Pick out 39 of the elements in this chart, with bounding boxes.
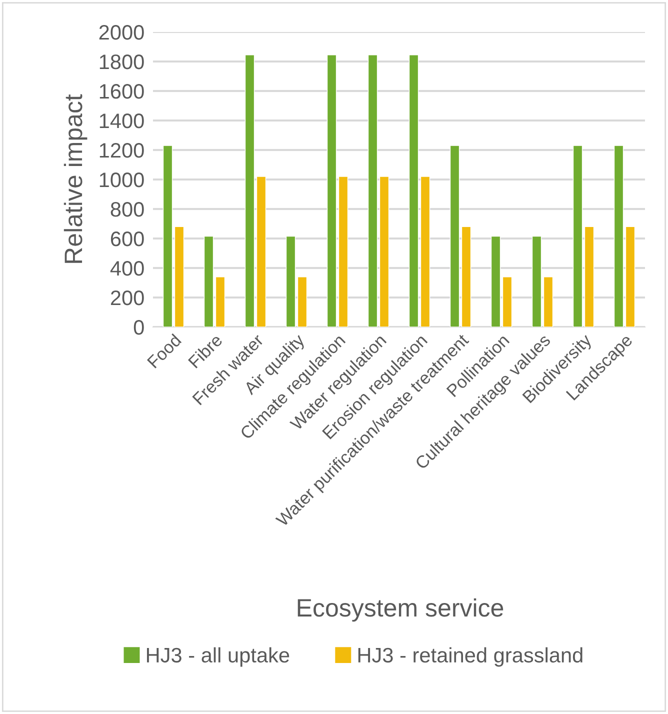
bar — [162, 145, 173, 327]
y-tick-label: 1000 — [100, 172, 144, 188]
legend-label: HJ3 - all uptake — [146, 647, 290, 667]
x-axis-title: Ecosystem service — [298, 598, 504, 622]
bar — [584, 226, 594, 327]
bar — [532, 236, 542, 327]
y-axis-title: Relative impact — [64, 94, 88, 263]
bar — [543, 276, 554, 327]
y-tick-label: 1800 — [100, 54, 144, 70]
bar — [490, 236, 501, 327]
bar — [379, 176, 390, 327]
bar — [408, 54, 419, 327]
y-tick-label: 600 — [110, 232, 144, 246]
bar — [461, 226, 472, 327]
bar — [368, 54, 378, 327]
bar — [215, 276, 226, 327]
bar — [338, 176, 348, 327]
bar — [326, 54, 337, 327]
y-tick-label: 800 — [110, 202, 144, 217]
bar — [244, 54, 255, 327]
bar — [502, 276, 512, 327]
y-tick-label: 1200 — [100, 143, 144, 158]
bar — [625, 226, 636, 327]
y-tick-label: 1400 — [100, 114, 144, 128]
bar — [174, 226, 184, 327]
legend-label: HJ3 - retained grassland — [358, 647, 582, 667]
bar — [286, 236, 296, 327]
bar — [297, 276, 308, 327]
bar — [572, 145, 583, 327]
y-tick-label: 200 — [110, 290, 144, 306]
bar — [204, 236, 214, 327]
bar — [450, 145, 460, 327]
y-tick-label: 2000 — [99, 25, 144, 40]
y-tick-label: 400 — [110, 261, 144, 276]
y-tick-label: 0 — [134, 320, 144, 335]
bar — [420, 176, 430, 327]
y-tick-label: 1600 — [100, 84, 144, 99]
bar — [256, 176, 266, 327]
bar — [614, 145, 624, 327]
